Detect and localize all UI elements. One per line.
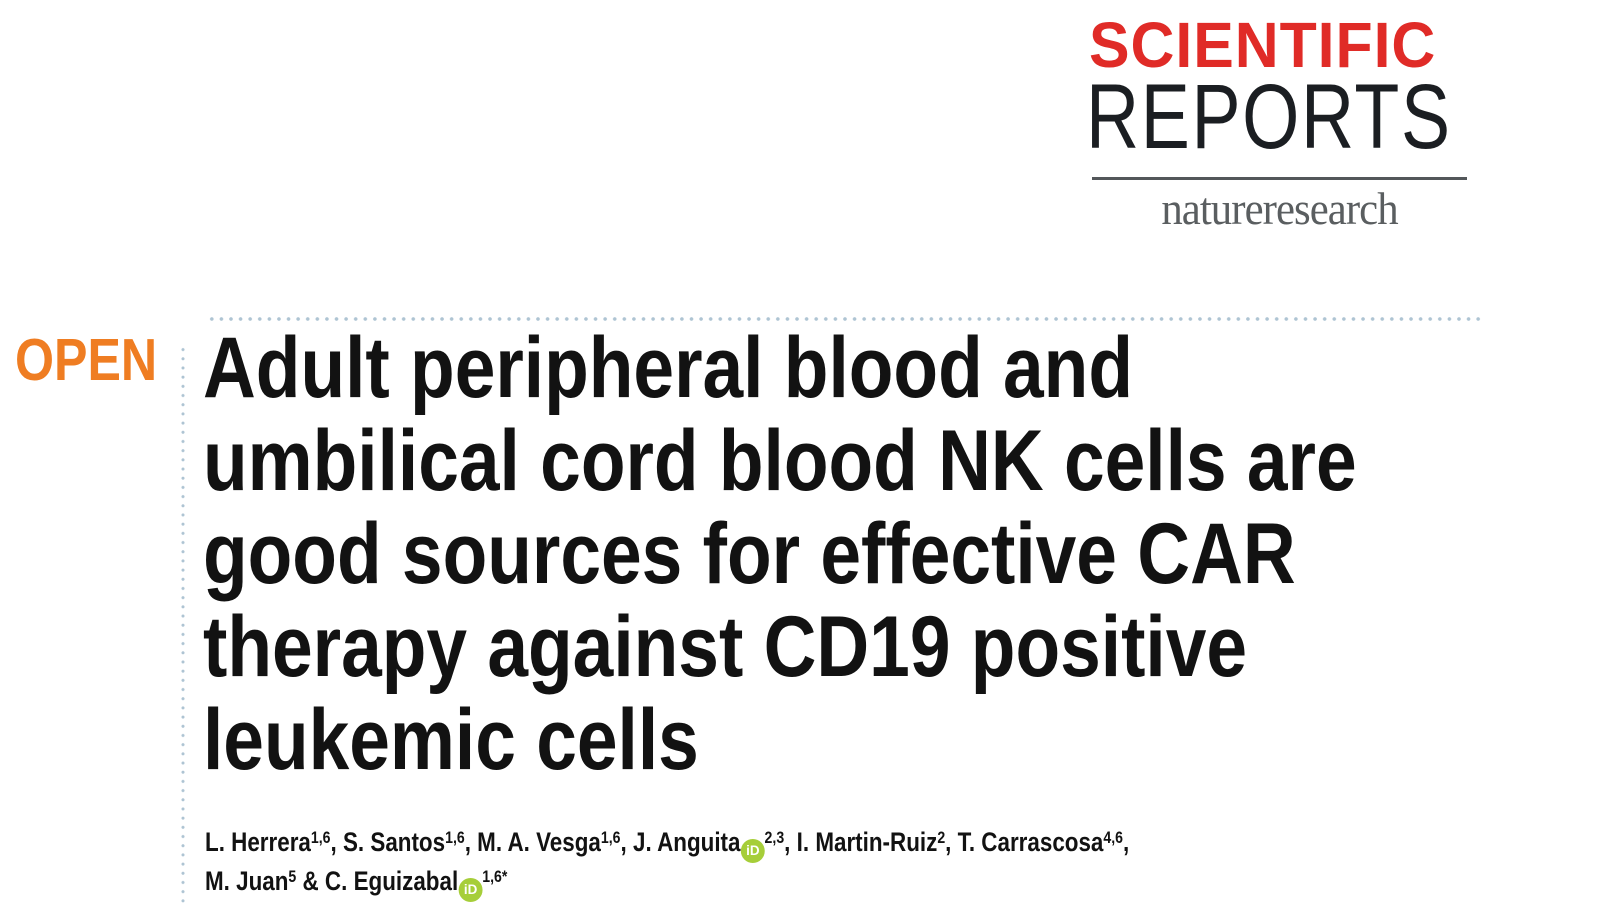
author-affiliation-superscript: 1,6 (600, 828, 621, 848)
author: M. A. Vesga1,6, (477, 827, 633, 857)
author-separator: , (1123, 827, 1130, 857)
author-list: L. Herrera1,6, S. Santos1,6, M. A. Vesga… (205, 824, 1129, 902)
author-name: M. Juan (205, 866, 289, 896)
author-separator: , (330, 827, 343, 857)
author-name: J. Anguita (632, 827, 741, 857)
author-name: L. Herrera (205, 827, 311, 857)
open-access-badge: OPEN (15, 327, 158, 393)
journal-logo-scientific: SCIENTIFIC (1089, 9, 1437, 81)
author-name: M. A. Vesga (477, 827, 601, 857)
author-name: T. Carrascosa (957, 827, 1104, 857)
author: I. Martin-Ruiz2, (797, 827, 958, 857)
author-separator: , (464, 827, 478, 857)
author-affiliation-superscript: 4,6 (1103, 828, 1124, 848)
author: M. Juan5 & (205, 866, 325, 896)
journal-logo-reports: REPORTS (1086, 66, 1452, 168)
top-dotted-divider (207, 317, 1481, 321)
author-affiliation-superscript: 2,3 (764, 828, 785, 848)
author-separator: & (296, 866, 325, 896)
author: L. Herrera1,6, (205, 827, 343, 857)
left-dotted-divider (181, 345, 185, 908)
author-affiliation-superscript: 1,6 (310, 828, 331, 848)
author-name: I. Martin-Ruiz (796, 827, 938, 857)
author: S. Santos1,6, (343, 827, 477, 857)
authors-line-2: M. Juan5 & C. Eguizabal iD1,6* (205, 863, 1129, 902)
orcid-icon[interactable]: iD (740, 839, 765, 863)
author-name: C. Eguizabal (324, 866, 459, 896)
publisher-logo-natureresearch: natureresearch (1161, 183, 1398, 234)
author: T. Carrascosa4,6, (958, 827, 1130, 857)
title-line-2: umbilical cord blood NK cells are (203, 413, 1357, 509)
article-title: Adult peripheral blood and umbilical cor… (203, 322, 1357, 787)
author: J. Anguita iD2,3, (632, 827, 797, 863)
author-name: S. Santos (342, 827, 446, 857)
author-separator: , (945, 827, 958, 857)
authors-line-1: L. Herrera1,6, S. Santos1,6, M. A. Vesga… (205, 824, 1129, 863)
orcid-icon[interactable]: iD (458, 878, 483, 902)
title-line-1: Adult peripheral blood and (203, 320, 1133, 416)
author-affiliation-superscript: 1,6* (482, 867, 508, 887)
author-affiliation-superscript: 2 (937, 828, 946, 848)
title-line-5: leukemic cells (203, 692, 699, 788)
author-affiliation-superscript: 5 (288, 867, 297, 887)
author-separator: , (620, 827, 633, 857)
title-line-3: good sources for effective CAR (203, 506, 1296, 602)
author: C. Eguizabal iD1,6* (324, 866, 508, 902)
author-separator: , (784, 827, 797, 857)
masthead-divider-rule (1092, 177, 1467, 180)
author-affiliation-superscript: 1,6 (445, 828, 465, 848)
title-line-4: therapy against CD19 positive (203, 599, 1248, 695)
